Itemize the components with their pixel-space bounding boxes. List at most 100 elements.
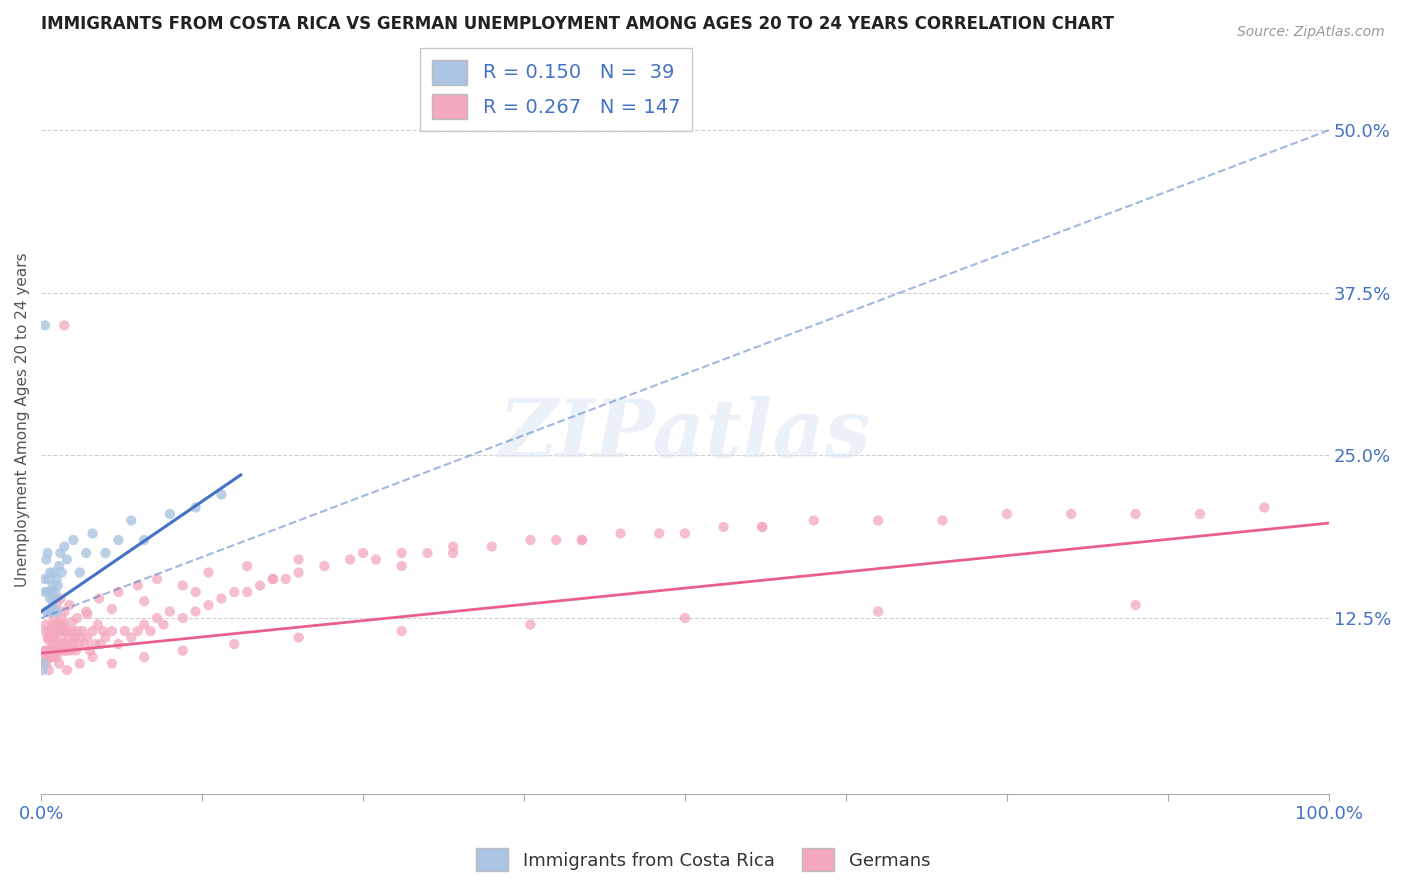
Point <box>114 624 136 638</box>
Point <box>32 657 55 671</box>
Point <box>60 624 83 638</box>
Point <box>262 572 284 586</box>
Point <box>673 526 696 541</box>
Point <box>172 643 194 657</box>
Point <box>31 663 53 677</box>
Point <box>648 526 671 541</box>
Point <box>49 546 72 560</box>
Point <box>62 533 84 547</box>
Point <box>146 611 169 625</box>
Point <box>673 611 696 625</box>
Point <box>34 585 56 599</box>
Point <box>76 607 98 622</box>
Point <box>38 663 60 677</box>
Point <box>42 566 65 580</box>
Point <box>352 546 374 560</box>
Point <box>37 585 59 599</box>
Point <box>65 643 87 657</box>
Point <box>35 657 58 671</box>
Point <box>45 605 67 619</box>
Point <box>53 605 76 619</box>
Point <box>46 578 69 592</box>
Point <box>197 566 219 580</box>
Point <box>84 637 107 651</box>
Point <box>209 591 232 606</box>
Point <box>52 624 75 638</box>
Point <box>41 624 63 638</box>
Point <box>48 643 70 657</box>
Point <box>1253 500 1275 515</box>
Point <box>184 605 207 619</box>
Point <box>751 520 773 534</box>
Point <box>45 624 67 638</box>
Point <box>44 617 66 632</box>
Point <box>287 566 309 580</box>
Point <box>67 637 90 651</box>
Point <box>45 572 67 586</box>
Point <box>287 552 309 566</box>
Point <box>73 637 96 651</box>
Point <box>37 546 59 560</box>
Point <box>38 633 60 648</box>
Point <box>209 487 232 501</box>
Point <box>391 624 413 638</box>
Point <box>134 650 156 665</box>
Point <box>184 500 207 515</box>
Point <box>139 624 162 638</box>
Point <box>274 572 297 586</box>
Legend: Immigrants from Costa Rica, Germans: Immigrants from Costa Rica, Germans <box>468 841 938 879</box>
Point <box>120 514 142 528</box>
Point <box>42 611 65 625</box>
Point <box>56 663 79 677</box>
Point <box>51 631 73 645</box>
Point <box>107 585 129 599</box>
Point <box>58 598 80 612</box>
Point <box>37 631 59 645</box>
Point <box>1125 598 1147 612</box>
Point <box>82 526 104 541</box>
Point <box>391 559 413 574</box>
Point <box>481 540 503 554</box>
Point <box>94 546 117 560</box>
Point <box>107 533 129 547</box>
Point <box>1125 507 1147 521</box>
Point <box>34 643 56 657</box>
Point <box>53 637 76 651</box>
Point <box>44 643 66 657</box>
Point <box>38 605 60 619</box>
Point <box>416 546 439 560</box>
Point <box>868 605 890 619</box>
Point <box>76 631 98 645</box>
Point <box>32 650 55 665</box>
Point <box>101 624 124 638</box>
Point <box>48 657 70 671</box>
Point <box>134 533 156 547</box>
Text: IMMIGRANTS FROM COSTA RICA VS GERMAN UNEMPLOYMENT AMONG AGES 20 TO 24 YEARS CORR: IMMIGRANTS FROM COSTA RICA VS GERMAN UNE… <box>41 15 1114 33</box>
Point <box>45 598 67 612</box>
Point <box>159 605 181 619</box>
Point <box>41 643 63 657</box>
Point <box>49 617 72 632</box>
Point <box>46 617 69 632</box>
Point <box>134 594 156 608</box>
Point <box>56 643 79 657</box>
Point <box>314 559 336 574</box>
Y-axis label: Unemployment Among Ages 20 to 24 years: Unemployment Among Ages 20 to 24 years <box>15 252 30 587</box>
Point <box>41 637 63 651</box>
Point <box>995 507 1018 521</box>
Point <box>364 552 387 566</box>
Point <box>48 559 70 574</box>
Point <box>53 540 76 554</box>
Point <box>49 591 72 606</box>
Point <box>44 585 66 599</box>
Point <box>69 657 91 671</box>
Point <box>41 585 63 599</box>
Point <box>101 602 124 616</box>
Point <box>441 546 464 560</box>
Point <box>38 624 60 638</box>
Point <box>87 591 110 606</box>
Point <box>35 617 58 632</box>
Point <box>236 559 259 574</box>
Point <box>1188 507 1211 521</box>
Point <box>41 605 63 619</box>
